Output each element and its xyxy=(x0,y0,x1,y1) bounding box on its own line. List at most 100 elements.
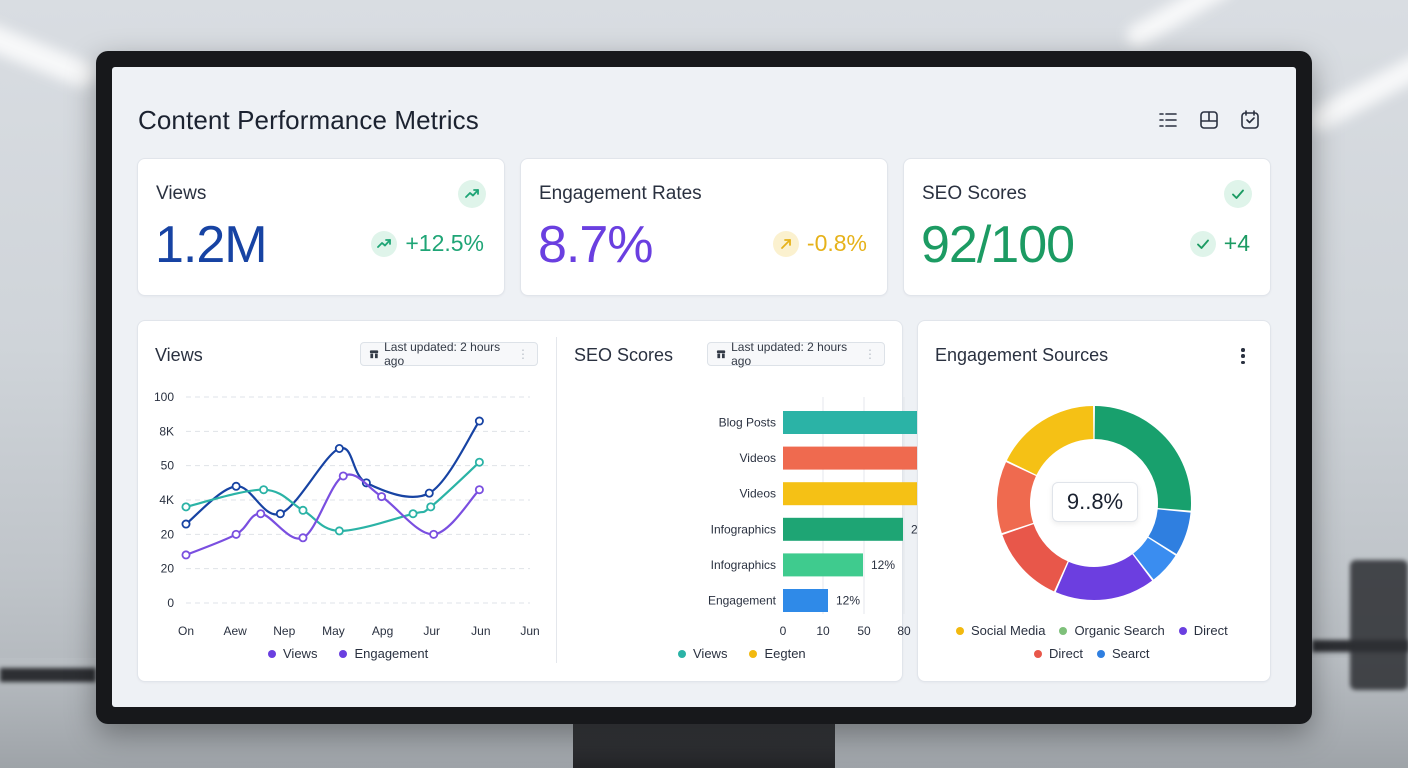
legend-item: Engagement xyxy=(339,646,428,661)
x-tick-label: Nep xyxy=(273,624,295,638)
series-point xyxy=(408,509,418,519)
trend-up-icon xyxy=(458,180,486,208)
monitor-stand xyxy=(573,722,835,768)
engagement-sources-title: Engagement Sources xyxy=(935,345,1109,365)
kpi-card-views: Views 1.2M +12.5% xyxy=(137,158,505,296)
kpi-delta-value: +12.5% xyxy=(405,230,484,256)
views-chart-title: Views xyxy=(155,345,203,365)
legend-dot-organic-search xyxy=(1059,626,1068,635)
legend-item: Social Media xyxy=(956,623,1045,638)
x-tick-label: 80 xyxy=(897,624,911,638)
donut-slice xyxy=(1133,537,1176,580)
series-point xyxy=(181,550,191,560)
x-tick-label: Jun xyxy=(520,624,539,638)
series-point xyxy=(424,488,434,498)
last-updated-badge[interactable]: Last updated: 2 hours ago ⋮ xyxy=(360,340,538,368)
donut-slice xyxy=(1148,509,1191,554)
legend-item: Views xyxy=(678,646,727,661)
kpi-delta-value: +4 xyxy=(1223,230,1250,256)
series-point xyxy=(231,481,241,491)
ceiling-light-right xyxy=(1302,48,1408,136)
views-line-chart: 100 8K 50 4K 20 20 0 On Aew Nep May Apg Jur Jun Jun xyxy=(154,390,540,638)
x-tick-label: May xyxy=(322,624,345,638)
y-tick-label: 100 xyxy=(154,390,174,404)
series-point xyxy=(256,509,266,519)
layout-grid-icon[interactable] xyxy=(1196,107,1221,132)
seo-legend: Views Eegten xyxy=(678,646,806,661)
series-point xyxy=(259,485,269,495)
x-tick-label: 50 xyxy=(857,624,871,638)
trend-arrow-icon xyxy=(772,230,799,257)
legend-dot-views xyxy=(268,649,276,658)
kpi-value: 92/100 xyxy=(921,216,1075,274)
series-point xyxy=(181,519,191,529)
legend-dot-social-media xyxy=(956,626,964,635)
series-point xyxy=(298,533,308,543)
bar xyxy=(783,553,863,577)
more-options-icon[interactable] xyxy=(1236,345,1250,367)
legend-label: Organic Search xyxy=(1074,623,1165,638)
y-tick-label: 8K xyxy=(159,424,174,438)
donut-slice xyxy=(1055,554,1153,600)
kpi-label: Views xyxy=(156,183,207,204)
legend-label: Searct xyxy=(1111,646,1150,661)
kpi-label: SEO Scores xyxy=(922,183,1027,204)
series-line-2 xyxy=(185,473,481,556)
legend-item: Direct xyxy=(1178,623,1228,638)
series-point xyxy=(426,502,436,512)
y-tick-label: 20 xyxy=(161,562,175,576)
donut-slice xyxy=(997,462,1036,534)
kpi-value: 1.2M xyxy=(155,216,268,274)
series-point xyxy=(474,416,484,426)
ceiling-light-left xyxy=(0,14,100,92)
toolbar xyxy=(1155,107,1262,132)
legend-item: Views xyxy=(268,646,317,661)
filter-list-icon[interactable] xyxy=(1155,107,1180,132)
series-point xyxy=(181,502,191,512)
chair-right xyxy=(1350,560,1408,690)
legend-item: Organic Search xyxy=(1059,623,1165,638)
category-label: Videos xyxy=(740,487,776,501)
series-point xyxy=(474,457,484,467)
category-label: Infographics xyxy=(711,558,776,572)
last-updated-text: Last updated: 2 hours ago xyxy=(731,340,848,368)
legend-dot-engagement xyxy=(339,649,348,658)
series-line-0 xyxy=(185,420,481,525)
kpi-delta: +12.5% xyxy=(371,230,484,257)
category-label: Engagement xyxy=(708,594,777,608)
page-title: Content Performance Metrics xyxy=(138,105,479,135)
views-legend: Views Engagement xyxy=(268,646,428,661)
series-point xyxy=(377,492,387,502)
x-tick-label: 0 xyxy=(780,624,787,638)
x-tick-label: Aew xyxy=(223,624,247,638)
kpi-value: 8.7% xyxy=(538,216,654,274)
kpi-card-seo: SEO Scores 92/100 +4 xyxy=(903,158,1271,296)
trend-up-icon xyxy=(371,230,398,257)
charts-card: Views Last updated: 2 hours ago ⋮ 100 8K 5… xyxy=(137,320,1016,682)
legend-label: Social Media xyxy=(971,623,1046,638)
kpi-delta: -0.8% xyxy=(772,230,867,257)
sources-legend-row2: Direct Searct xyxy=(1034,646,1150,661)
panel-divider xyxy=(556,337,557,663)
calendar-icon[interactable] xyxy=(1237,107,1262,132)
kpi-delta: +4 xyxy=(1189,230,1250,257)
y-tick-label: 4K xyxy=(159,493,174,507)
last-updated-badge[interactable]: Last updated: 2 hours ago ⋮ xyxy=(707,340,885,368)
bar-value-label: 12% xyxy=(871,558,895,572)
dashboard-screen: Content Performance Metrics xyxy=(112,67,1296,707)
desk-left xyxy=(0,668,96,682)
seo-chart-title: SEO Scores xyxy=(574,345,674,365)
kpi-label: Engagement Rates xyxy=(539,183,702,204)
legend-dot-direct xyxy=(1034,649,1042,658)
donut-slice xyxy=(1094,406,1191,511)
category-label: Blog Posts xyxy=(719,416,776,430)
series-point xyxy=(298,505,308,515)
legend-item: Searct xyxy=(1096,646,1150,661)
y-tick-label: 0 xyxy=(167,596,174,610)
legend-label: Direct xyxy=(1193,623,1228,638)
x-tick-label: 10 xyxy=(816,624,830,638)
store-icon xyxy=(369,349,379,358)
ceiling-light-top xyxy=(1122,0,1238,51)
y-tick-label: 20 xyxy=(161,527,175,541)
seo-bar-chart: 0105080100200Blog Posts19%Videos23%Video… xyxy=(708,397,1016,638)
